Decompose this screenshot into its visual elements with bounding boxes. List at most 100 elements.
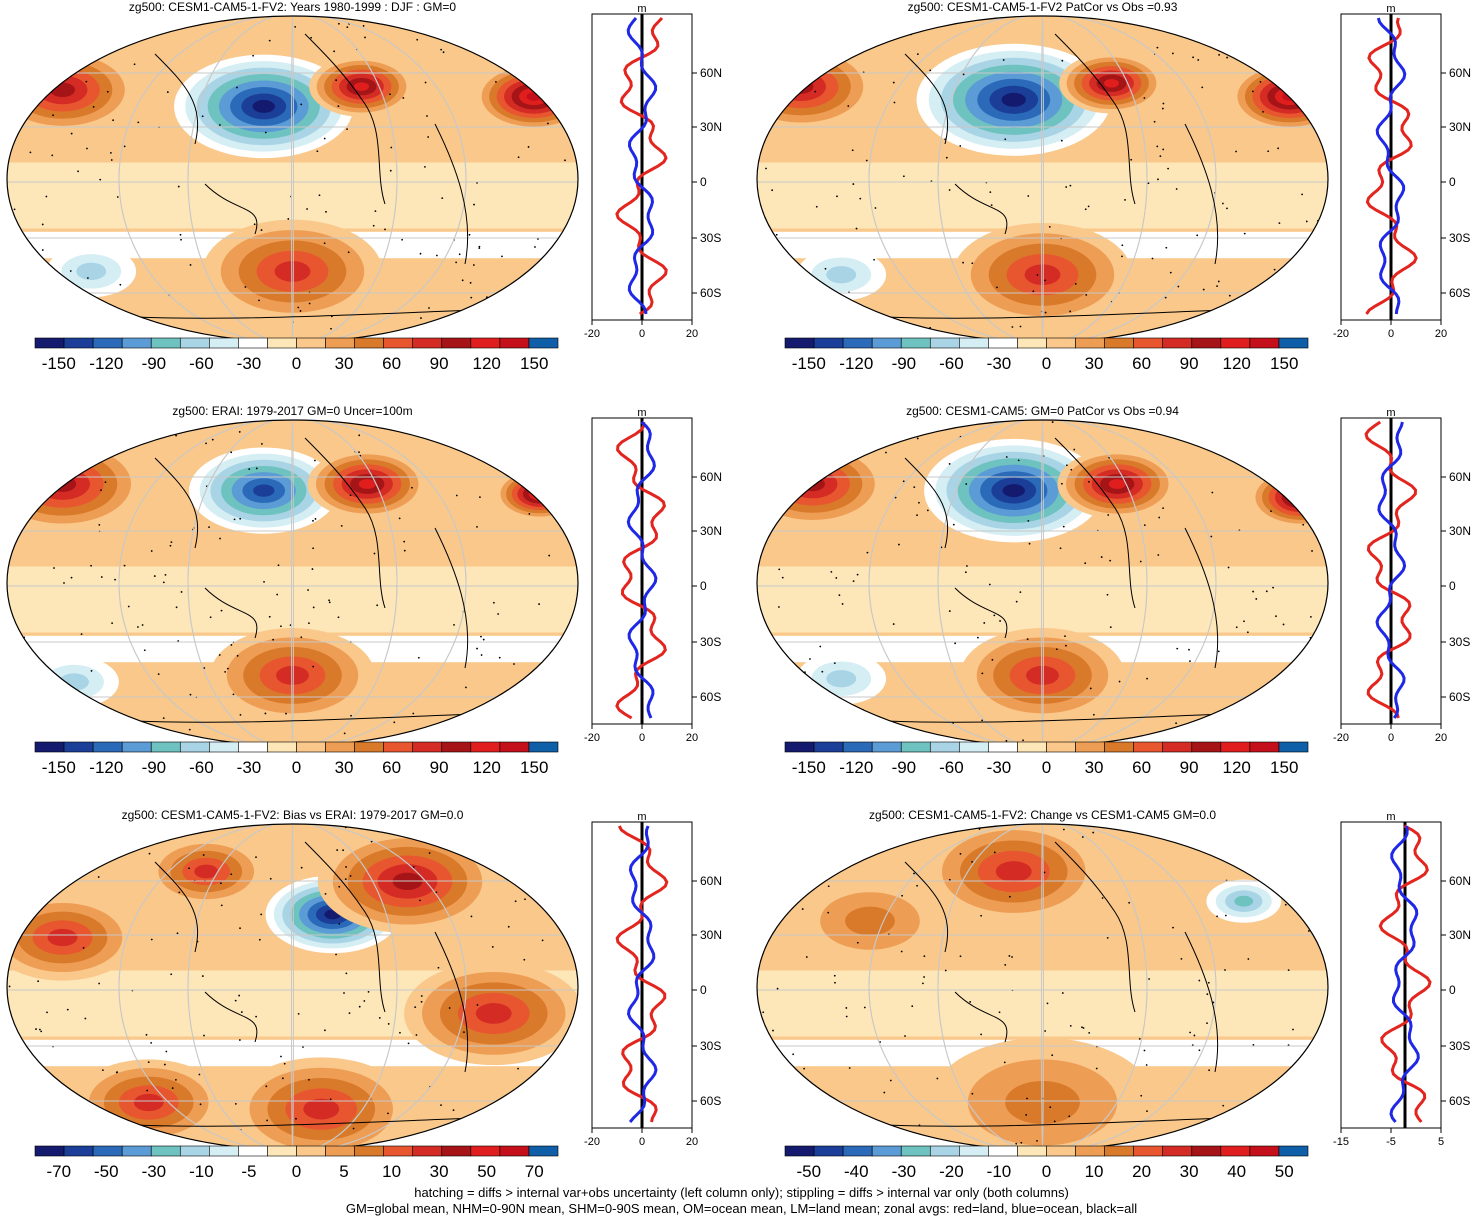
graticule-line xyxy=(118,420,467,746)
stipple-dot xyxy=(824,267,827,270)
colorbar-label: -30 xyxy=(237,758,262,777)
stipple-dot xyxy=(1275,441,1278,444)
stipple-dot xyxy=(162,581,165,584)
stipple-dot xyxy=(155,832,158,835)
lat-label: 0 xyxy=(700,983,707,997)
stipple-dot xyxy=(1324,275,1327,278)
stipple-dot xyxy=(799,32,802,35)
stipple-dot xyxy=(1074,282,1077,285)
stipple-dot xyxy=(398,517,401,520)
lat-label: 60N xyxy=(1449,470,1471,484)
zonal-band xyxy=(7,162,578,229)
stipple-dot xyxy=(37,62,39,65)
stipple-dot xyxy=(77,170,79,173)
stipple-dot xyxy=(269,877,272,880)
stipple-dot xyxy=(338,923,341,925)
colorbar-swatch xyxy=(179,1145,210,1157)
stipple-dot xyxy=(123,145,126,148)
stipple-dot xyxy=(971,1092,974,1095)
stipple-dot xyxy=(1255,598,1258,600)
lat-label: 60N xyxy=(1449,66,1471,80)
stipple-dot xyxy=(1043,871,1046,874)
stipple-dot xyxy=(805,956,808,958)
colorbar-label: 0 xyxy=(1042,354,1051,373)
stipple-dot xyxy=(280,625,282,628)
stipple-dot xyxy=(40,1030,43,1033)
colorbar-swatch xyxy=(1191,741,1222,753)
stipple-dot xyxy=(174,1078,177,1081)
stipple-dot xyxy=(898,543,900,546)
colorbar-label: 10 xyxy=(1085,1162,1104,1181)
colorbar-label: 30 xyxy=(1085,758,1104,777)
stipple-dot xyxy=(376,604,379,607)
stipple-dot xyxy=(101,323,104,325)
stipple-dot xyxy=(980,1033,983,1036)
colorbar-label: -10 xyxy=(987,1162,1012,1181)
colorbar-swatch xyxy=(121,1145,152,1157)
stipple-dot xyxy=(757,1114,758,1117)
stipple-dot xyxy=(1216,915,1218,918)
stipple-dot xyxy=(775,233,778,236)
stipple-dot xyxy=(916,437,919,440)
stipple-dot xyxy=(845,1015,848,1018)
colorbar-label: 90 xyxy=(430,758,449,777)
stipple-dot xyxy=(1221,202,1224,205)
stipple-dot xyxy=(1044,1030,1047,1032)
stipple-dot xyxy=(541,939,544,942)
stipple-dot xyxy=(1192,56,1194,59)
stipple-dot xyxy=(1308,291,1311,294)
colorbar-label: -60 xyxy=(189,758,214,777)
stipple-dot xyxy=(534,246,536,248)
stipple-dot xyxy=(523,958,526,961)
stipple-dot xyxy=(1180,957,1183,960)
stipple-dot xyxy=(363,1000,366,1002)
anomaly-contour xyxy=(252,99,275,113)
lat-label: 60S xyxy=(1449,1094,1470,1108)
stipple-dot xyxy=(568,109,571,112)
stipple-dot xyxy=(1095,1067,1098,1070)
stipple-dot xyxy=(830,441,833,444)
stipple-dot xyxy=(859,197,862,200)
stipple-dot xyxy=(100,489,102,492)
stipple-dot xyxy=(771,189,774,192)
stipple-dot xyxy=(153,575,156,577)
stipple-dot xyxy=(65,24,68,27)
stipple-dot xyxy=(166,91,169,93)
stipple-dot xyxy=(1278,222,1281,225)
stipple-dot xyxy=(971,262,974,265)
colorbar-swatch xyxy=(900,1145,931,1157)
stipple-dot xyxy=(239,927,241,930)
colorbar-label: 30 xyxy=(335,354,354,373)
stipple-dot xyxy=(1027,520,1030,522)
anomaly-contour xyxy=(303,1098,340,1120)
stipple-dot xyxy=(328,601,331,604)
ocean-zonal-line xyxy=(1375,421,1407,719)
x-tick-label: 20 xyxy=(686,732,698,744)
stipple-dot xyxy=(348,1012,351,1015)
stipple-dot xyxy=(352,1127,355,1130)
stipple-dot xyxy=(1270,510,1272,513)
stipple-dot xyxy=(248,468,251,471)
stipple-dot xyxy=(114,420,117,423)
stipple-dot xyxy=(1156,145,1159,148)
colorbar-label: -20 xyxy=(939,1162,964,1181)
colorbar-swatch xyxy=(499,337,530,349)
stipple-dot xyxy=(476,525,478,528)
stipple-dot xyxy=(1073,448,1076,451)
stipple-dot xyxy=(1277,69,1280,71)
colorbar-swatch xyxy=(1249,337,1280,349)
stipple-dot xyxy=(1164,296,1167,299)
stipple-dot xyxy=(218,654,221,656)
stipple-dot xyxy=(883,1091,886,1094)
stipple-dot xyxy=(1167,167,1169,170)
stipple-dot xyxy=(1292,1028,1294,1031)
stipple-dot xyxy=(916,884,918,887)
colorbar-swatch xyxy=(784,741,815,753)
lat-label: 30S xyxy=(1449,635,1470,649)
stipple-dot xyxy=(1019,591,1022,593)
stipple-dot xyxy=(342,849,344,852)
x-tick-label: 20 xyxy=(686,328,698,340)
colorbar-label: 0 xyxy=(292,354,301,373)
anomaly-contour xyxy=(534,490,546,498)
stipple-dot xyxy=(1282,623,1285,626)
